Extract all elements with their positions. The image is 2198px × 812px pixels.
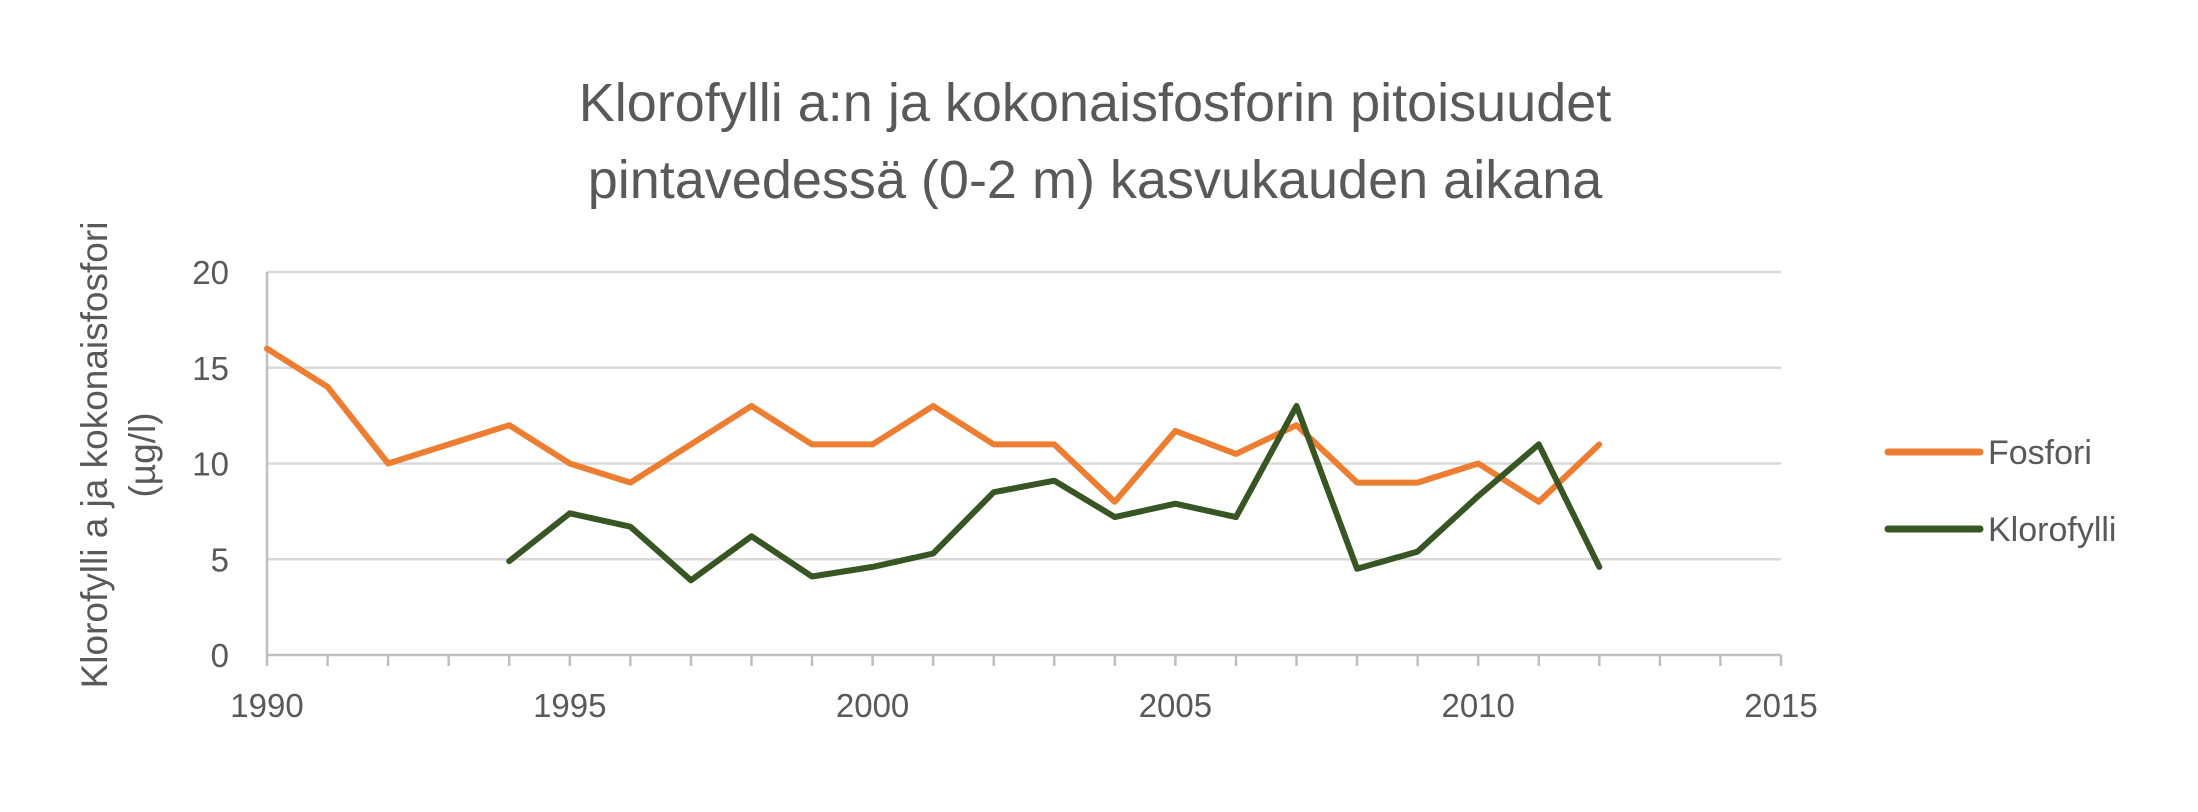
legend-label-klorofylli: Klorofylli	[1988, 511, 2116, 549]
chart-title: Klorofylli a:n ja kokonaisfosforin pitoi…	[579, 73, 1612, 210]
x-tick-label: 2005	[1139, 687, 1212, 724]
x-axis	[265, 272, 1783, 666]
chart-title-line-1: Klorofylli a:n ja kokonaisfosforin pitoi…	[579, 73, 1612, 133]
series-line-fosfori	[264, 345, 1603, 505]
x-tick-label: 1995	[533, 687, 606, 724]
y-axis-tick-labels: 0 5 10 15 20	[192, 254, 229, 674]
y-tick-label: 15	[192, 350, 229, 387]
gridlines	[267, 270, 1781, 561]
x-tick-label: 2000	[836, 687, 909, 724]
legend-item-klorofylli: Klorofylli	[1884, 511, 2116, 549]
x-tick-label: 2015	[1744, 687, 1817, 724]
series-lines	[264, 345, 1603, 584]
x-tick-label: 2010	[1441, 687, 1514, 724]
y-tick-label: 5	[211, 541, 229, 578]
chart-title-line-2: pintavedessä (0-2 m) kasvukauden aikana	[588, 150, 1604, 210]
y-axis-title-line-2: (µg/l)	[122, 412, 163, 497]
legend-item-fosfori: Fosfori	[1884, 434, 2092, 472]
x-tick-label: 1990	[230, 687, 303, 724]
x-axis-tick-labels: 1990 1995 2000 2005 2010 2015	[230, 687, 1817, 724]
y-tick-label: 10	[192, 446, 229, 483]
y-axis-title: Klorofylli a ja kokonaisfosfori (µg/l)	[74, 222, 163, 689]
y-axis-title-line-1: Klorofylli a ja kokonaisfosfori	[74, 222, 115, 689]
legend-label-fosfori: Fosfori	[1988, 434, 2092, 472]
series-line-klorofylli	[506, 403, 1603, 584]
y-tick-label: 0	[211, 637, 229, 674]
y-tick-label: 20	[192, 254, 229, 291]
legend: Fosfori Klorofylli	[1884, 434, 2116, 549]
